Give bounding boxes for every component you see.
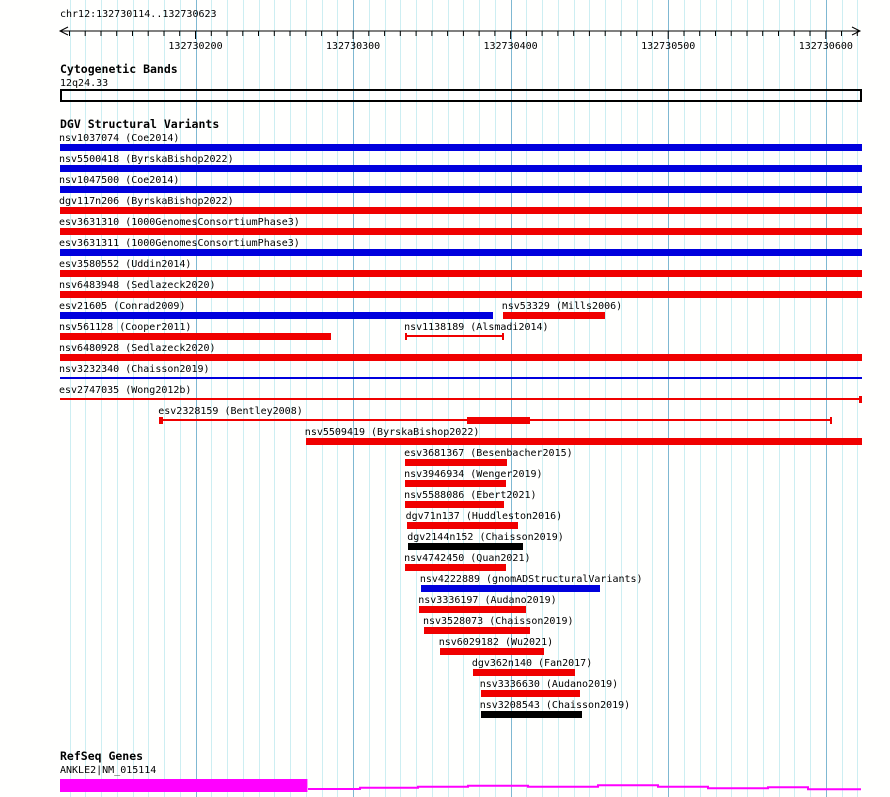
cytoband-label: 12q24.33 (60, 78, 109, 89)
variant-bar[interactable] (423, 627, 530, 634)
variant-label[interactable]: nsv6480928 (Sedlazeck2020) (59, 343, 216, 354)
variant-label[interactable]: nsv53329 (Mills2006) (501, 301, 623, 312)
variant-label[interactable]: nsv3946934 (Wenger2019) (404, 469, 543, 480)
variant-bar[interactable] (405, 480, 506, 487)
variant-label[interactable]: dgv117n206 (ByrskaBishop2022) (59, 196, 234, 207)
variant-bar[interactable] (60, 186, 862, 193)
variant-label[interactable]: esv3580552 (Uddin2014) (59, 259, 192, 270)
variant-inner-bar[interactable] (466, 417, 530, 424)
variant-line[interactable] (60, 398, 862, 400)
variant-label[interactable]: esv21605 (Conrad2009) (59, 301, 186, 312)
variant-bar[interactable] (60, 144, 862, 151)
variant-bar[interactable] (60, 354, 862, 361)
variant-label[interactable]: nsv1047500 (Coe2014) (59, 175, 180, 186)
variant-bar[interactable] (502, 312, 606, 319)
variant-label[interactable]: nsv3336197 (Audano2019) (418, 595, 557, 606)
axis-tick-label: 132730300 (326, 41, 380, 52)
variant-label[interactable]: esv2328159 (Bentley2008) (158, 406, 303, 417)
variant-bar[interactable] (419, 606, 527, 613)
variant-bar[interactable] (60, 207, 862, 214)
variant-label[interactable]: nsv6029182 (Wu2021) (438, 637, 554, 648)
axis-tick-label: 132730400 (484, 41, 538, 52)
variant-bar[interactable] (405, 564, 506, 571)
axis-tick-label: 132730500 (641, 41, 695, 52)
variant-label[interactable]: nsv561128 (Cooper2011) (59, 322, 192, 333)
gene-label: ANKLE2|NM_015114 (60, 765, 157, 776)
variant-bar[interactable] (472, 669, 576, 676)
variant-bar[interactable] (406, 522, 519, 529)
variant-bar[interactable] (60, 228, 862, 235)
variant-label[interactable]: esv2747035 (Wong2012b) (59, 385, 192, 396)
variant-line[interactable] (60, 377, 862, 379)
variant-endcap (159, 417, 164, 424)
variant-bar[interactable] (405, 501, 505, 508)
variant-bar[interactable] (408, 543, 524, 550)
cytoband-box[interactable] (60, 89, 862, 102)
variant-label[interactable]: nsv1037074 (Coe2014) (59, 133, 180, 144)
variant-line[interactable] (405, 335, 505, 337)
variant-endcap (405, 333, 408, 340)
variant-label[interactable]: dgv2144n152 (Chaisson2019) (407, 532, 564, 543)
variant-label[interactable]: nsv3208543 (Chaisson2019) (479, 700, 631, 711)
refseq-title: RefSeq Genes (60, 749, 144, 763)
variant-label[interactable]: esv3681367 (Besenbacher2015) (404, 448, 573, 459)
region-label: chr12:132730114..132730623 (60, 9, 217, 20)
gene-exon-box (60, 779, 308, 792)
variant-bar[interactable] (60, 333, 331, 340)
axis-tick-label: 132730600 (799, 41, 853, 52)
variant-endcap (859, 396, 862, 403)
variant-bar[interactable] (439, 648, 544, 655)
variant-bar[interactable] (420, 585, 601, 592)
variant-endcap (502, 333, 505, 340)
gene-line (308, 784, 861, 791)
axis-tick-label: 132730200 (168, 41, 222, 52)
variant-label[interactable]: nsv4222889 (gnomADStructuralVariants) (419, 574, 643, 585)
variant-label[interactable]: nsv1138189 (Alsmadi2014) (404, 322, 549, 333)
cytobands-title: Cytogenetic Bands (60, 62, 178, 76)
variant-label[interactable]: dgv71n137 (Huddleston2016) (405, 511, 563, 522)
dgv-title: DGV Structural Variants (60, 117, 220, 131)
variant-bar[interactable] (60, 165, 862, 172)
variant-label[interactable]: nsv3232340 (Chaisson2019) (59, 364, 210, 375)
variant-label[interactable]: dgv362n140 (Fan2017) (471, 658, 593, 669)
variant-bar[interactable] (60, 270, 862, 277)
variant-label[interactable]: esv3631311 (1000GenomesConsortiumPhase3) (59, 238, 300, 249)
variant-bar[interactable] (405, 459, 508, 466)
variant-bar[interactable] (305, 438, 862, 445)
variant-bar[interactable] (60, 312, 494, 319)
variant-label[interactable]: nsv3528073 (Chaisson2019) (422, 616, 574, 627)
variant-bar[interactable] (480, 711, 582, 718)
variant-label[interactable]: nsv5509419 (ByrskaBishop2022) (304, 427, 480, 438)
gene-glyph[interactable] (60, 775, 862, 797)
variant-label[interactable]: nsv5500418 (ByrskaBishop2022) (59, 154, 234, 165)
variant-bar[interactable] (60, 291, 862, 298)
variant-endcap (830, 417, 833, 424)
variant-label[interactable]: esv3631310 (1000GenomesConsortiumPhase3) (59, 217, 300, 228)
variant-label[interactable]: nsv3336630 (Audano2019) (479, 679, 619, 690)
variant-label[interactable]: nsv4742450 (Quan2021) (404, 553, 531, 564)
coordinate-ruler: 132730200 132730300 132730400 132730500 1327… (58, 26, 862, 52)
variant-label[interactable]: nsv5588086 (Ebert2021) (404, 490, 537, 501)
variant-bar[interactable] (480, 690, 580, 697)
variant-bar[interactable] (60, 249, 862, 256)
variant-label[interactable]: nsv6483948 (Sedlazeck2020) (59, 280, 216, 291)
